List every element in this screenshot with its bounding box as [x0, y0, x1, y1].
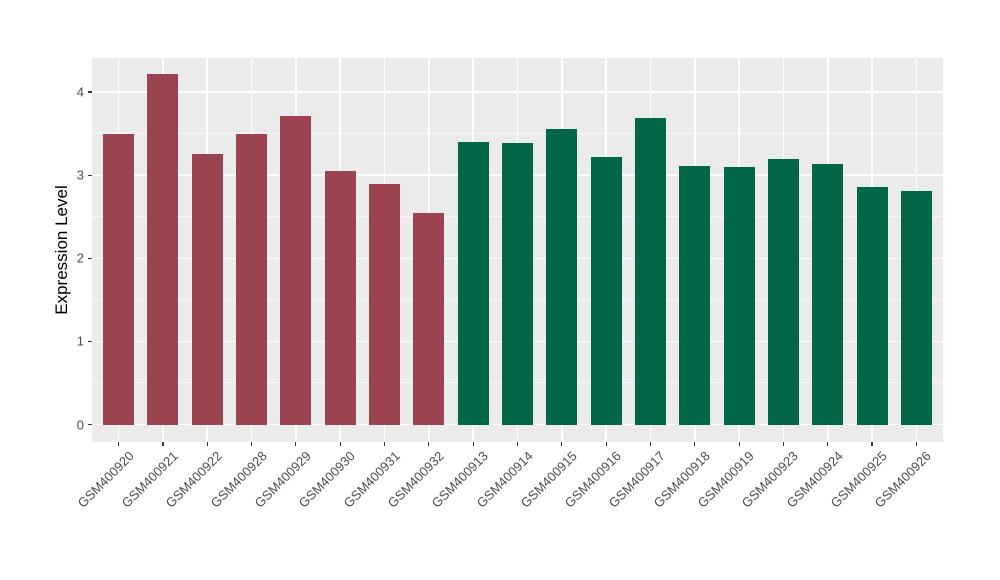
x-tick-mark — [871, 442, 873, 446]
x-tick-mark — [915, 442, 917, 446]
y-tick-mark — [88, 91, 92, 93]
y-tick-mark — [88, 174, 92, 176]
x-tick-mark — [472, 442, 474, 446]
bar-GSM400929 — [280, 116, 312, 425]
x-tick-mark — [250, 442, 253, 446]
y-tick-label: 1 — [76, 333, 84, 349]
x-tick-mark — [738, 442, 740, 446]
x-tick-mark — [561, 442, 563, 446]
x-tick-mark — [605, 442, 607, 446]
x-tick-mark — [339, 442, 341, 446]
bar-GSM400924 — [812, 163, 844, 425]
x-tick-mark — [516, 442, 519, 446]
x-tick-mark — [117, 442, 120, 446]
y-tick-label: 2 — [76, 250, 84, 266]
bar-GSM400931 — [369, 184, 401, 425]
x-tick-mark — [428, 442, 430, 446]
bar-GSM400932 — [413, 213, 445, 425]
x-tick-mark — [295, 442, 297, 446]
bar-GSM400922 — [191, 153, 223, 425]
y-tick-label: 3 — [76, 167, 84, 183]
bar-GSM400926 — [900, 190, 932, 425]
x-tick-mark — [649, 442, 652, 446]
bar-GSM400920 — [103, 134, 135, 425]
x-tick-mark — [694, 442, 696, 446]
y-tick-mark — [88, 340, 92, 343]
bar-GSM400918 — [679, 166, 711, 425]
y-tick-label: 0 — [76, 417, 84, 433]
bar-GSM400914 — [501, 142, 533, 425]
y-tick-mark — [88, 257, 92, 259]
y-axis-title: Expression Level — [52, 185, 71, 315]
x-tick-mark — [162, 442, 164, 446]
x-tick-mark — [206, 442, 208, 446]
bar-GSM400919 — [723, 166, 755, 425]
plot-panel — [92, 58, 943, 442]
bar-GSM400915 — [546, 129, 578, 425]
x-tick-mark — [827, 442, 829, 446]
bar-GSM400928 — [236, 133, 268, 425]
bar-GSM400916 — [590, 156, 622, 425]
bar-GSM400930 — [324, 171, 356, 425]
bar-GSM400925 — [856, 186, 888, 425]
y-tick-label: 4 — [76, 84, 84, 100]
y-tick-mark — [88, 423, 92, 426]
bar-GSM400913 — [457, 141, 489, 425]
bar-GSM400923 — [767, 158, 799, 425]
x-tick-mark — [383, 442, 386, 446]
bar-GSM400921 — [147, 73, 179, 425]
x-tick-mark — [782, 442, 785, 446]
bar-GSM400917 — [634, 117, 666, 425]
